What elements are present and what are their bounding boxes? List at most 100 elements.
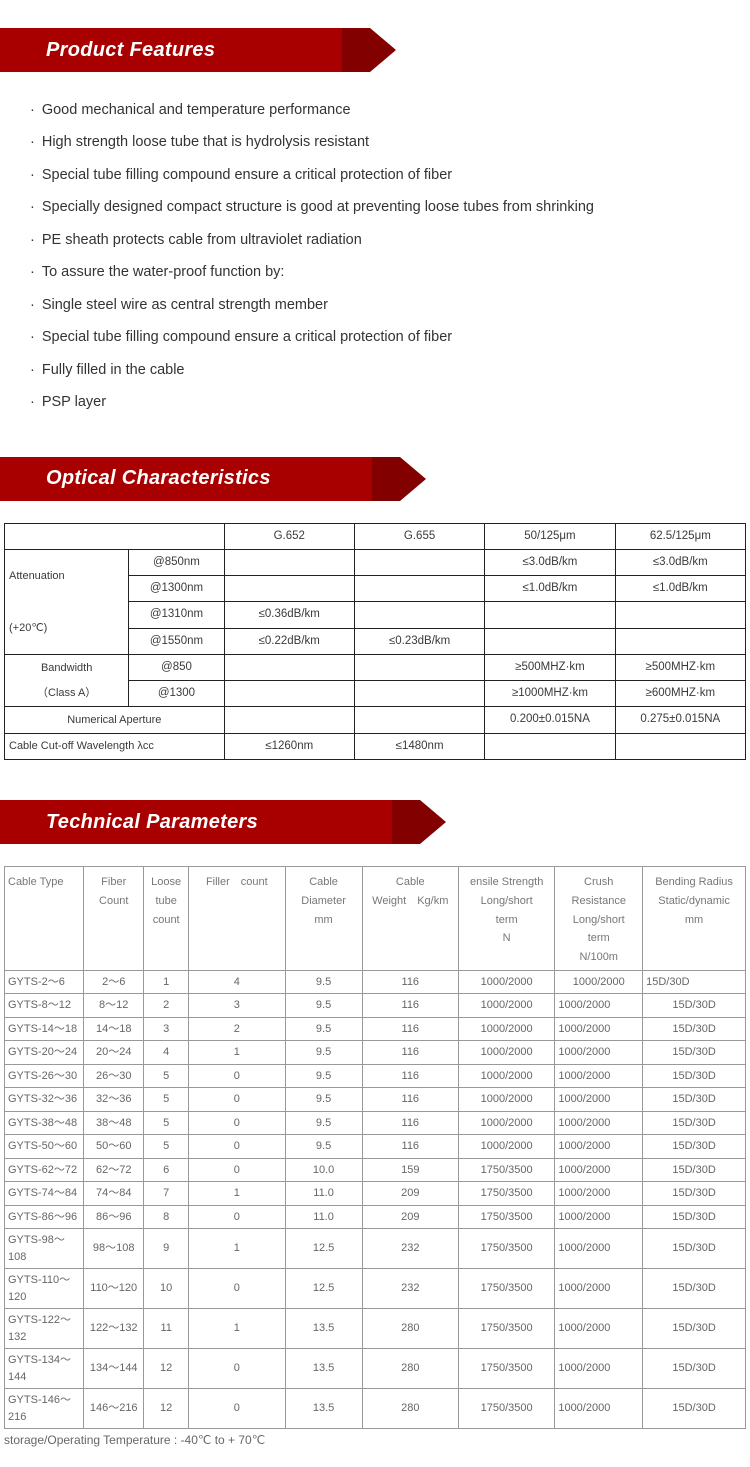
tech-cell: 1000/2000 (555, 1205, 643, 1229)
tech-cell: 12.5 (285, 1229, 362, 1269)
optical-cell: Bandwidth (5, 654, 129, 680)
tech-cell: 232 (362, 1269, 458, 1309)
tech-cell: 116 (362, 1135, 458, 1159)
tech-cell: 4 (189, 970, 285, 994)
tech-cell: 0 (189, 1088, 285, 1112)
tech-header-cell: CableDiametermm (285, 867, 362, 970)
optical-cell (354, 707, 484, 733)
optical-cell (354, 602, 484, 628)
tech-table: Cable TypeFiberCountLoosetubecountFiller… (4, 866, 746, 1429)
optical-header-cell: 50/125μm (485, 523, 615, 549)
features-title: Product Features (46, 39, 215, 62)
tech-cell: 1000/2000 (458, 1088, 554, 1112)
tech-cell: 1000/2000 (555, 1017, 643, 1041)
tech-header-cell: Filler count (189, 867, 285, 970)
tech-cell: 3 (189, 994, 285, 1018)
optical-cell (485, 733, 615, 760)
tech-cell: 74～84 (84, 1182, 144, 1206)
tech-cell: 122～132 (84, 1309, 144, 1349)
tech-cell: 5 (144, 1135, 189, 1159)
optical-cell: ≤0.36dB/km (224, 602, 354, 628)
tech-cell: 9 (144, 1229, 189, 1269)
tech-cell: 1750/3500 (458, 1349, 554, 1389)
tech-header-cell: CableWeight Kg/km (362, 867, 458, 970)
tech-cell: 15D/30D (643, 1309, 746, 1349)
tech-cell: GYTS-32～36 (5, 1088, 84, 1112)
tech-cell: 2～6 (84, 970, 144, 994)
tech-cell: 134～144 (84, 1349, 144, 1389)
tech-cell: 5 (144, 1064, 189, 1088)
tech-cell: 209 (362, 1182, 458, 1206)
tech-cell: 116 (362, 1111, 458, 1135)
features-list: Good mechanical and temperature performa… (0, 94, 750, 429)
tech-cell: 11 (144, 1309, 189, 1349)
tech-cell: GYTS-98～108 (5, 1229, 84, 1269)
feature-item: PSP layer (30, 386, 720, 418)
tech-cell: 116 (362, 970, 458, 994)
optical-cell: 0.275±0.015NA (615, 707, 745, 733)
optical-cell: @1300 (129, 681, 224, 707)
tech-cell: 1000/2000 (555, 1135, 643, 1159)
tech-cell: 20～24 (84, 1041, 144, 1065)
tech-cell: 1000/2000 (458, 1041, 554, 1065)
tech-cell: 10.0 (285, 1158, 362, 1182)
optical-cell: @850nm (129, 549, 224, 575)
optical-cell: @1300nm (129, 576, 224, 602)
tech-cell: 1000/2000 (555, 1064, 643, 1088)
optical-cell (354, 576, 484, 602)
tech-cell: GYTS-122～132 (5, 1309, 84, 1349)
optical-cell: (+20℃) (5, 602, 129, 655)
tech-header-cell: Loosetubecount (144, 867, 189, 970)
tech-cell: 1750/3500 (458, 1309, 554, 1349)
tech-cell: 0 (189, 1111, 285, 1135)
tech-cell: 1750/3500 (458, 1158, 554, 1182)
tech-cell: 1 (144, 970, 189, 994)
tech-cell: 15D/30D (643, 1158, 746, 1182)
tech-cell: 1000/2000 (555, 1309, 643, 1349)
tech-cell: 15D/30D (643, 1041, 746, 1065)
tech-cell: 1000/2000 (555, 994, 643, 1018)
tech-cell: 8 (144, 1205, 189, 1229)
tech-cell: GYTS-62～72 (5, 1158, 84, 1182)
tech-cell: 1750/3500 (458, 1229, 554, 1269)
tech-cell: 1000/2000 (458, 1064, 554, 1088)
tech-cell: 11.0 (285, 1182, 362, 1206)
optical-cell: ≥500MHZ·km (485, 654, 615, 680)
tech-cell: 116 (362, 994, 458, 1018)
tech-cell: 9.5 (285, 1135, 362, 1159)
tech-cell: 232 (362, 1229, 458, 1269)
tech-header-cell: Bending RadiusStatic/dynamicmm (643, 867, 746, 970)
tech-cell: 9.5 (285, 1041, 362, 1065)
tech-cell: GYTS-110～120 (5, 1269, 84, 1309)
feature-item: Special tube filling compound ensure a c… (30, 321, 720, 353)
tech-cell: 13.5 (285, 1349, 362, 1389)
tech-cell: 86～96 (84, 1205, 144, 1229)
feature-item: PE sheath protects cable from ultraviole… (30, 224, 720, 256)
feature-item: Fully filled in the cable (30, 354, 720, 386)
tech-cell: 15D/30D (643, 970, 746, 994)
tech-cell: 116 (362, 1041, 458, 1065)
tech-cell: 1000/2000 (555, 1349, 643, 1389)
tech-cell: 9.5 (285, 1088, 362, 1112)
optical-cell (485, 602, 615, 628)
tech-cell: GYTS-2～6 (5, 970, 84, 994)
tech-header-cell: CrushResistanceLong/shorttermN/100m (555, 867, 643, 970)
optical-cell (615, 733, 745, 760)
tech-cell: 15D/30D (643, 1088, 746, 1112)
tech-cell: GYTS-8～12 (5, 994, 84, 1018)
tech-cell: 1000/2000 (555, 1269, 643, 1309)
optical-cell: @850 (129, 654, 224, 680)
tech-cell: 50～60 (84, 1135, 144, 1159)
tech-cell: 0 (189, 1064, 285, 1088)
tech-cell: 13.5 (285, 1309, 362, 1349)
optical-cell (354, 549, 484, 575)
optical-cell: ≥500MHZ·km (615, 654, 745, 680)
optical-cell (354, 654, 484, 680)
tech-cell: 159 (362, 1158, 458, 1182)
tech-cell: 1000/2000 (458, 1017, 554, 1041)
tech-cell: 1000/2000 (555, 1229, 643, 1269)
tech-cell: 116 (362, 1088, 458, 1112)
tech-cell: 9.5 (285, 994, 362, 1018)
feature-item: Good mechanical and temperature performa… (30, 94, 720, 126)
tech-cell: 0 (189, 1205, 285, 1229)
